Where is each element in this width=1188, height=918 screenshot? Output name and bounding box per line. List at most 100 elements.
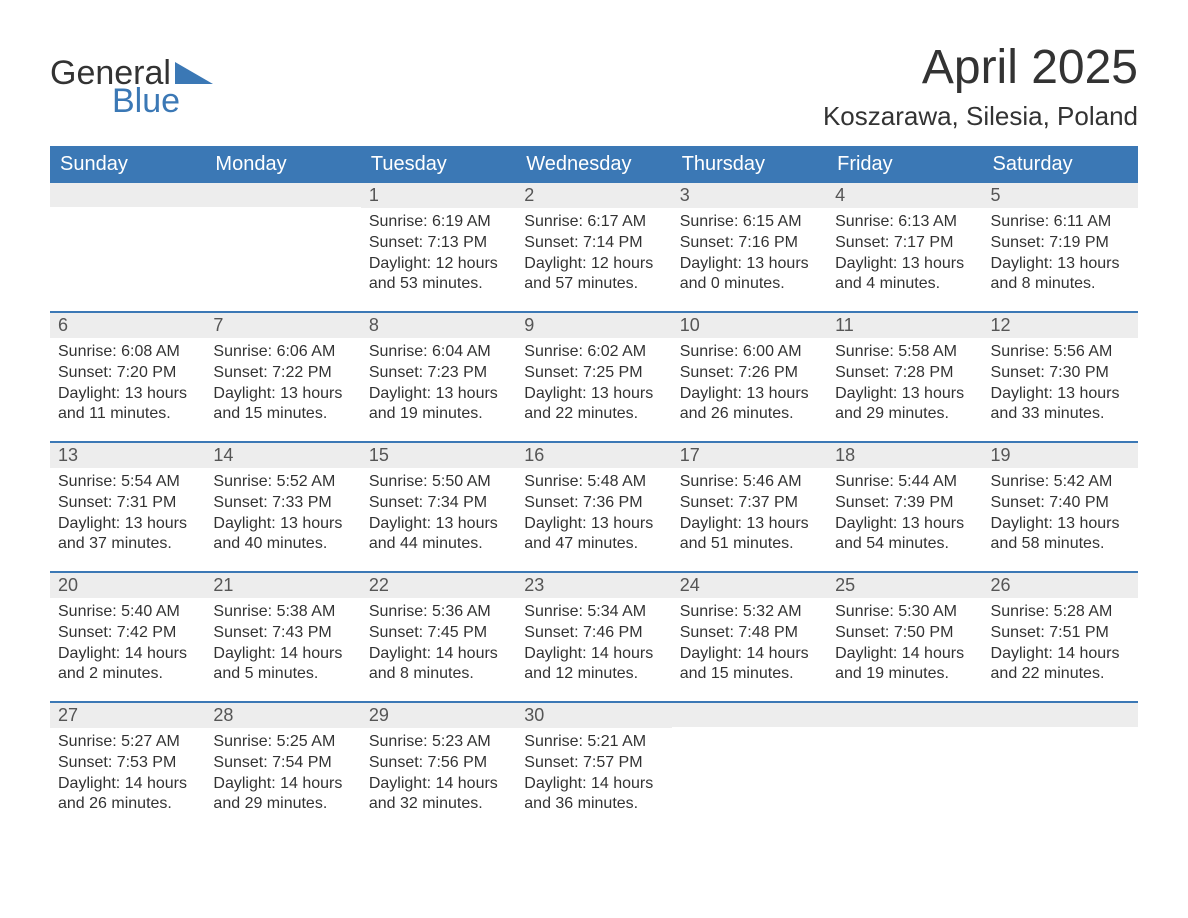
day-details: Sunrise: 5:42 AMSunset: 7:40 PMDaylight:…: [983, 468, 1138, 565]
daylight-text: Daylight: 14 hours and 26 minutes.: [58, 774, 197, 816]
sunset-text: Sunset: 7:39 PM: [835, 493, 974, 514]
sunrise-text: Sunrise: 5:25 AM: [213, 732, 352, 753]
day-cell: 28Sunrise: 5:25 AMSunset: 7:54 PMDayligh…: [205, 703, 360, 831]
day-number: 23: [516, 573, 671, 598]
day-cell: 2Sunrise: 6:17 AMSunset: 7:14 PMDaylight…: [516, 183, 671, 311]
sunset-text: Sunset: 7:33 PM: [213, 493, 352, 514]
month-title: April 2025: [823, 40, 1138, 95]
day-cell: 14Sunrise: 5:52 AMSunset: 7:33 PMDayligh…: [205, 443, 360, 571]
day-details: Sunrise: 6:15 AMSunset: 7:16 PMDaylight:…: [672, 208, 827, 305]
sunset-text: Sunset: 7:25 PM: [524, 363, 663, 384]
week-row: 20Sunrise: 5:40 AMSunset: 7:42 PMDayligh…: [50, 571, 1138, 701]
sunrise-text: Sunrise: 6:11 AM: [991, 212, 1130, 233]
day-number: 15: [361, 443, 516, 468]
day-cell: 27Sunrise: 5:27 AMSunset: 7:53 PMDayligh…: [50, 703, 205, 831]
daylight-text: Daylight: 14 hours and 36 minutes.: [524, 774, 663, 816]
day-details: Sunrise: 5:50 AMSunset: 7:34 PMDaylight:…: [361, 468, 516, 565]
sunrise-text: Sunrise: 5:54 AM: [58, 472, 197, 493]
daylight-text: Daylight: 12 hours and 57 minutes.: [524, 254, 663, 296]
day-details: Sunrise: 5:34 AMSunset: 7:46 PMDaylight:…: [516, 598, 671, 695]
day-details: Sunrise: 5:25 AMSunset: 7:54 PMDaylight:…: [205, 728, 360, 825]
day-cell: 11 Sunrise: 5:58 AMSunset: 7:28 PMDayligh…: [827, 313, 982, 441]
day-cell: 9Sunrise: 6:02 AMSunset: 7:25 PMDaylight…: [516, 313, 671, 441]
week-row: 13Sunrise: 5:54 AMSunset: 7:31 PMDayligh…: [50, 441, 1138, 571]
day-cell: 25Sunrise: 5:30 AMSunset: 7:50 PMDayligh…: [827, 573, 982, 701]
day-number: 8: [361, 313, 516, 338]
daylight-text: Daylight: 14 hours and 19 minutes.: [835, 644, 974, 686]
day-cell: 23Sunrise: 5:34 AMSunset: 7:46 PMDayligh…: [516, 573, 671, 701]
day-number: 11: [827, 313, 982, 338]
day-cell: 3Sunrise: 6:15 AMSunset: 7:16 PMDaylight…: [672, 183, 827, 311]
sunset-text: Sunset: 7:37 PM: [680, 493, 819, 514]
sunset-text: Sunset: 7:53 PM: [58, 753, 197, 774]
day-details: Sunrise: 6:00 AMSunset: 7:26 PMDaylight:…: [672, 338, 827, 435]
sunset-text: Sunset: 7:14 PM: [524, 233, 663, 254]
day-details: Sunrise: 5:40 AMSunset: 7:42 PMDaylight:…: [50, 598, 205, 695]
daylight-text: Daylight: 13 hours and 44 minutes.: [369, 514, 508, 556]
day-cell: 5Sunrise: 6:11 AMSunset: 7:19 PMDaylight…: [983, 183, 1138, 311]
sunrise-text: Sunrise: 5:58 AM: [835, 342, 974, 363]
weekday-header: Saturday: [983, 146, 1138, 183]
day-number: 21: [205, 573, 360, 598]
day-number: 19: [983, 443, 1138, 468]
weekday-header: Wednesday: [516, 146, 671, 183]
sunset-text: Sunset: 7:56 PM: [369, 753, 508, 774]
day-cell: 7Sunrise: 6:06 AMSunset: 7:22 PMDaylight…: [205, 313, 360, 441]
weeks-container: 1Sunrise: 6:19 AMSunset: 7:13 PMDaylight…: [50, 183, 1138, 831]
day-cell: 21Sunrise: 5:38 AMSunset: 7:43 PMDayligh…: [205, 573, 360, 701]
day-cell: 19Sunrise: 5:42 AMSunset: 7:40 PMDayligh…: [983, 443, 1138, 571]
daylight-text: Daylight: 13 hours and 29 minutes.: [835, 384, 974, 426]
day-cell: 6Sunrise: 6:08 AMSunset: 7:20 PMDaylight…: [50, 313, 205, 441]
day-details: Sunrise: 5:46 AMSunset: 7:37 PMDaylight:…: [672, 468, 827, 565]
sunrise-text: Sunrise: 6:06 AM: [213, 342, 352, 363]
sunset-text: Sunset: 7:13 PM: [369, 233, 508, 254]
day-number: 9: [516, 313, 671, 338]
sunrise-text: Sunrise: 5:44 AM: [835, 472, 974, 493]
sunset-text: Sunset: 7:28 PM: [835, 363, 974, 384]
sunset-text: Sunset: 7:45 PM: [369, 623, 508, 644]
day-number: [50, 183, 205, 207]
day-number: 2: [516, 183, 671, 208]
daylight-text: Daylight: 13 hours and 37 minutes.: [58, 514, 197, 556]
sunset-text: Sunset: 7:50 PM: [835, 623, 974, 644]
brand-word2: Blue: [50, 84, 213, 118]
sunset-text: Sunset: 7:30 PM: [991, 363, 1130, 384]
day-number: 25: [827, 573, 982, 598]
sunrise-text: Sunrise: 5:27 AM: [58, 732, 197, 753]
sunrise-text: Sunrise: 6:00 AM: [680, 342, 819, 363]
day-cell: 17Sunrise: 5:46 AMSunset: 7:37 PMDayligh…: [672, 443, 827, 571]
day-number: 29: [361, 703, 516, 728]
day-cell: [205, 183, 360, 311]
sunset-text: Sunset: 7:31 PM: [58, 493, 197, 514]
day-details: Sunrise: 5:52 AMSunset: 7:33 PMDaylight:…: [205, 468, 360, 565]
day-number: 24: [672, 573, 827, 598]
sunset-text: Sunset: 7:20 PM: [58, 363, 197, 384]
weekday-header: Sunday: [50, 146, 205, 183]
calendar: Sunday Monday Tuesday Wednesday Thursday…: [50, 146, 1138, 831]
sunset-text: Sunset: 7:42 PM: [58, 623, 197, 644]
sunrise-text: Sunrise: 6:08 AM: [58, 342, 197, 363]
day-cell: 8Sunrise: 6:04 AMSunset: 7:23 PMDaylight…: [361, 313, 516, 441]
day-number: 1: [361, 183, 516, 208]
day-details: Sunrise: 6:08 AMSunset: 7:20 PMDaylight:…: [50, 338, 205, 435]
sunset-text: Sunset: 7:23 PM: [369, 363, 508, 384]
sunrise-text: Sunrise: 5:46 AM: [680, 472, 819, 493]
title-block: April 2025 Koszarawa, Silesia, Poland: [823, 40, 1138, 132]
day-cell: 15Sunrise: 5:50 AMSunset: 7:34 PMDayligh…: [361, 443, 516, 571]
day-number: 14: [205, 443, 360, 468]
daylight-text: Daylight: 13 hours and 15 minutes.: [213, 384, 352, 426]
day-details: Sunrise: 5:32 AMSunset: 7:48 PMDaylight:…: [672, 598, 827, 695]
sunrise-text: Sunrise: 5:23 AM: [369, 732, 508, 753]
day-number: 16: [516, 443, 671, 468]
daylight-text: Daylight: 14 hours and 12 minutes.: [524, 644, 663, 686]
sunset-text: Sunset: 7:17 PM: [835, 233, 974, 254]
day-details: Sunrise: 5:44 AMSunset: 7:39 PMDaylight:…: [827, 468, 982, 565]
sunset-text: Sunset: 7:54 PM: [213, 753, 352, 774]
day-cell: 12Sunrise: 5:56 AMSunset: 7:30 PMDayligh…: [983, 313, 1138, 441]
day-details: Sunrise: 6:19 AMSunset: 7:13 PMDaylight:…: [361, 208, 516, 305]
week-row: 1Sunrise: 6:19 AMSunset: 7:13 PMDaylight…: [50, 183, 1138, 311]
day-number: 27: [50, 703, 205, 728]
day-details: Sunrise: 5:27 AMSunset: 7:53 PMDaylight:…: [50, 728, 205, 825]
weekday-header: Tuesday: [361, 146, 516, 183]
sunset-text: Sunset: 7:46 PM: [524, 623, 663, 644]
